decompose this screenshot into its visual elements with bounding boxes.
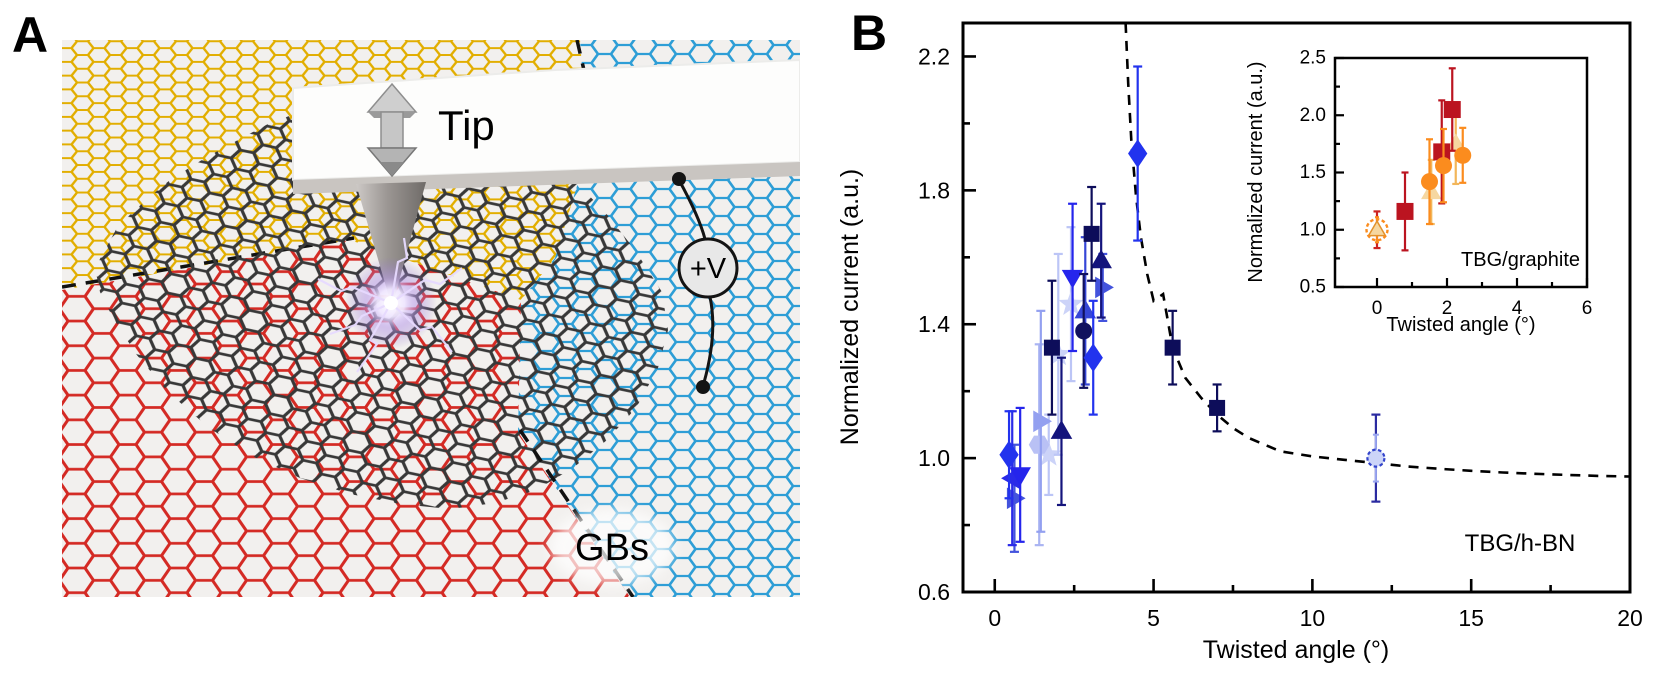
tick-label: 20 (1617, 605, 1643, 631)
inset-x-axis-label: Twisted angle (°) (1386, 314, 1535, 336)
inset-annotation: TBG/graphite (1461, 249, 1580, 271)
gbs-highlight (550, 509, 674, 585)
data-point-tan-triangle (1445, 133, 1466, 152)
main-annotation: TBG/h-BN (1465, 530, 1576, 557)
tick-label: 2.5 (1300, 48, 1326, 69)
data-point-pale-star (1058, 290, 1084, 315)
data-point-royal-triangle-down (1009, 467, 1031, 487)
data-point-light-hexagon (1028, 435, 1050, 454)
data-point-blue-triangle-up (1074, 299, 1097, 319)
data-point-blue-triangle-right (1095, 276, 1114, 299)
tick-label: 2.2 (918, 43, 950, 69)
data-point-navy-triangle-up (1050, 420, 1073, 439)
data-point-red-square (1433, 143, 1451, 161)
tick-label: 1.4 (918, 311, 950, 337)
data-point-orange-circle (1421, 173, 1438, 191)
main-x-axis-label: Twisted angle (°) (1203, 636, 1389, 664)
data-point-navy-square (1164, 339, 1181, 356)
tick-label: 6 (1582, 298, 1593, 319)
panel-a-illustration: Tip +V GBs (62, 40, 800, 597)
data-point-royal-triangle-down (1061, 269, 1084, 289)
voltage-circuit: +V (672, 172, 739, 394)
tick-label: 1.5 (1300, 162, 1326, 183)
tick-label: 1.0 (1300, 219, 1326, 240)
data-point-royal-diamond (999, 440, 1019, 470)
panel-b-label: B (851, 5, 887, 61)
afm-tip-cone (356, 182, 426, 307)
current-sparkle (317, 237, 463, 373)
tip-motion-arrow (366, 82, 418, 178)
data-point-red-square (1396, 202, 1414, 220)
gbs-label: GBs (575, 527, 649, 569)
data-point-light-triangle-right (1033, 410, 1052, 433)
fit-curve (1124, 23, 1630, 478)
circuit-contact-bottom (696, 380, 710, 394)
circuit-contact-top (672, 172, 686, 186)
tick-label: 15 (1458, 605, 1484, 631)
voltage-source-circle (677, 237, 739, 299)
tick-label: 4 (1512, 298, 1523, 319)
main-y-axis-label: Normalized current (a.u.) (836, 169, 864, 445)
inset-y-axis-label: Normalized current (a.u.) (1245, 61, 1267, 282)
tip-label: Tip (438, 102, 495, 149)
tick-label: 10 (1300, 605, 1326, 631)
data-point-navy-square (1209, 399, 1226, 416)
data-point-navy-triangle-up (1090, 249, 1112, 269)
inset-plot-group: 0.5 1.0 1.5 2.0 2.5 0 2 4 6 Normalized current (… (1245, 48, 1592, 337)
afm-cantilever-beam (292, 59, 800, 181)
data-point-navy-circle (1075, 322, 1093, 340)
data-point-reference-tan-triangle (1367, 219, 1387, 237)
reference-dashed-outline (1365, 218, 1389, 242)
inset-plot: 0.5 1.0 1.5 2.0 2.5 0 2 4 6 (1300, 48, 1593, 320)
tick-label: 0 (988, 605, 1001, 631)
data-point-navy-square (1043, 339, 1060, 356)
main-plot: 0.61.01.41.82.20 5 10 15 20 (918, 21, 1643, 631)
tick-label: 2 (1442, 298, 1453, 319)
tick-label: 1.8 (918, 177, 950, 203)
voltage-label: +V (690, 253, 727, 285)
tick-label: 2.0 (1300, 105, 1326, 126)
tick-label: 0.5 (1300, 277, 1326, 298)
data-point-pale-star (1036, 441, 1062, 466)
tick-label: 0.6 (918, 579, 950, 605)
data-point-royal-diamond (1083, 343, 1103, 372)
tick-label: 0 (1372, 298, 1383, 319)
grain-boundary-dashed-top (575, 40, 591, 93)
data-point-orange-circle (1454, 146, 1472, 164)
tick-label: 1.0 (918, 445, 950, 471)
panel-a-label: A (12, 7, 48, 63)
tick-label: 5 (1147, 605, 1160, 631)
data-point-royal-diamond (1128, 139, 1148, 168)
panel-b-chart: 0.61.01.41.82.20 5 10 15 20 Normalized curre… (836, 21, 1643, 664)
data-point-reference-open-circle (1366, 448, 1386, 468)
data-point-navy-square (1083, 225, 1100, 242)
data-point-orange-circle (1435, 157, 1452, 175)
axis-frame (961, 21, 1632, 594)
data-point-tan-triangle (1421, 181, 1442, 200)
data-point-red-square (1443, 101, 1461, 119)
